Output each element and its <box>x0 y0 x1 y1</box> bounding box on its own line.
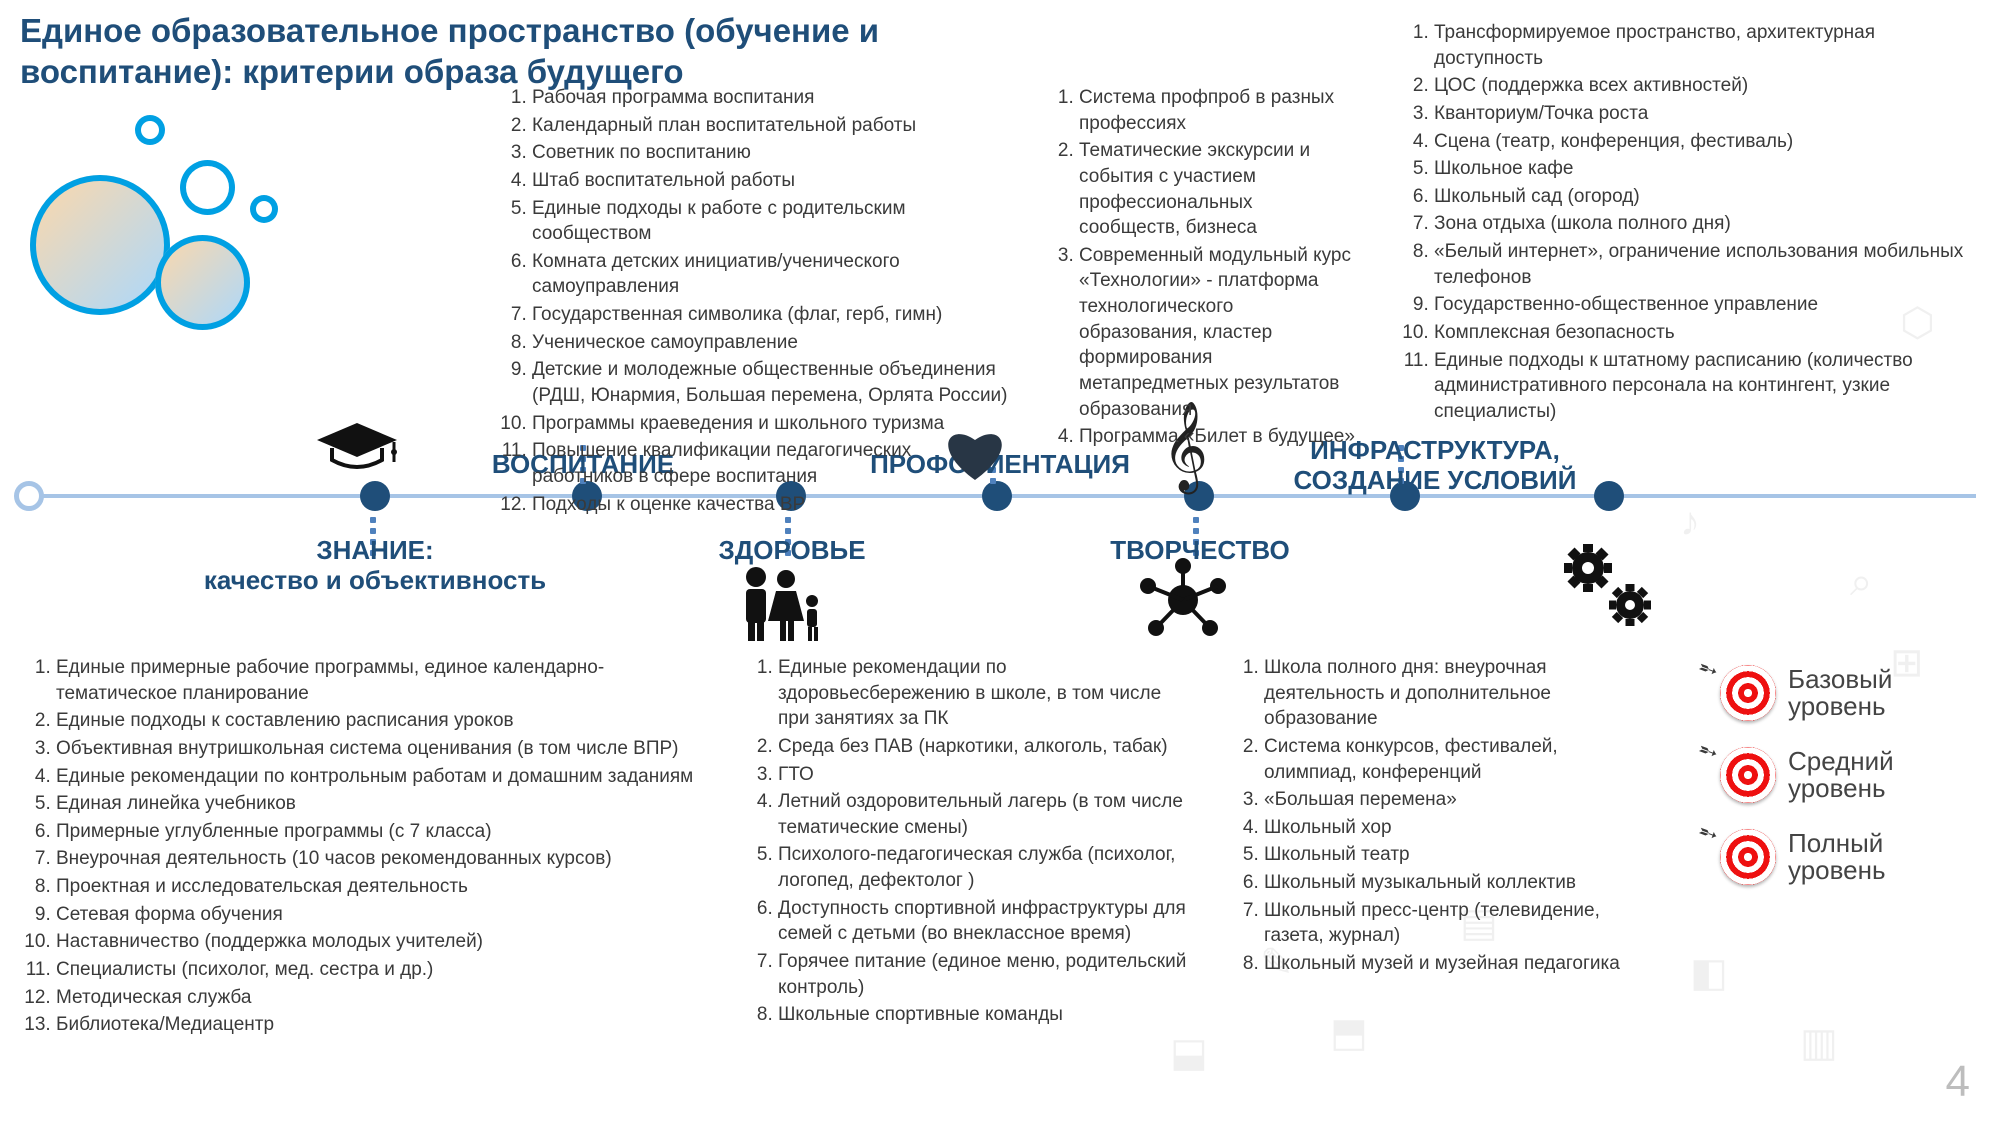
list-item: Методическая служба <box>56 985 722 1011</box>
photo-bubbles <box>25 115 285 345</box>
level-label: Средний уровень <box>1788 748 1980 803</box>
list-item: Комплексная безопасность <box>1434 320 1980 346</box>
list-item: «Большая перемена» <box>1264 787 1650 813</box>
list-item: Специалисты (психолог, мед. сестра и др.… <box>56 957 722 983</box>
list-item: Зона отдыха (школа полного дня) <box>1434 211 1980 237</box>
list-item: Календарный план воспитательной работы <box>532 113 1008 139</box>
list-creativity: Школа полного дня: внеурочная деятельнос… <box>1230 655 1650 979</box>
list-item: Единые подходы к составлению расписания … <box>56 708 722 734</box>
list-item: Наставничество (поддержка молодых учител… <box>56 929 722 955</box>
gears-icon <box>1560 540 1660 640</box>
list-item: Проектная и исследовательская деятельнос… <box>56 874 722 900</box>
list-upbringing: Рабочая программа воспитанияКалендарный … <box>498 85 1008 519</box>
list-item: «Белый интернет», ограничение использова… <box>1434 239 1980 290</box>
list-item: Программы краеведения и школьного туризм… <box>532 411 1008 437</box>
list-item: Доступность спортивной инфраструктуры дл… <box>778 896 1194 947</box>
list-item: Школа полного дня: внеурочная деятельнос… <box>1264 655 1650 732</box>
list-item: Внеурочная деятельность (10 часов рекоме… <box>56 846 722 872</box>
list-item: Школьные спортивные команды <box>778 1002 1194 1028</box>
list-item: Рабочая программа воспитания <box>532 85 1008 111</box>
list-item: Единые рекомендации по контрольным работ… <box>56 764 722 790</box>
list-item: Школьное кафе <box>1434 156 1980 182</box>
list-item: Школьный музей и музейная педагогика <box>1264 951 1650 977</box>
list-item: Горячее питание (единое меню, родительск… <box>778 949 1194 1000</box>
list-health: Единые рекомендации по здоровьесбережени… <box>744 655 1194 1030</box>
list-item: Тематические экскурсии и события с участ… <box>1079 138 1355 241</box>
list-item: Школьный музыкальный коллектив <box>1264 870 1650 896</box>
list-item: Государственно-общественное управление <box>1434 292 1980 318</box>
list-item: Единые подходы к работе с родительским с… <box>532 196 1008 247</box>
list-item: Библиотека/Медиацентр <box>56 1012 722 1038</box>
list-item: Ученическое самоуправление <box>532 330 1008 356</box>
list-item: Система профпроб в разных профессиях <box>1079 85 1355 136</box>
network-icon <box>1138 558 1228 648</box>
list-item: Среда без ПАВ (наркотики, алкоголь, таба… <box>778 734 1194 760</box>
timeline-start <box>14 481 44 511</box>
list-item: Единые примерные рабочие программы, един… <box>56 655 722 706</box>
list-knowledge: Единые примерные рабочие программы, един… <box>22 655 722 1040</box>
list-item: Государственная символика (флаг, герб, г… <box>532 302 1008 328</box>
list-item: Школьный театр <box>1264 842 1650 868</box>
list-item: Школьный хор <box>1264 815 1650 841</box>
list-item: Подходы к оценке качества ВР <box>532 492 1008 518</box>
list-item: Повышение квалификации педагогических ра… <box>532 438 1008 489</box>
list-item: Школьный пресс-центр (телевидение, газет… <box>1264 898 1650 949</box>
list-item: Сцена (театр, конференция, фестиваль) <box>1434 129 1980 155</box>
level-label: Базовый уровень <box>1788 666 1980 721</box>
list-item: Кванториум/Точка роста <box>1434 101 1980 127</box>
list-item: Единые подходы к штатному расписанию (ко… <box>1434 348 1980 425</box>
list-item: Детские и молодежные общественные объеди… <box>532 357 1008 408</box>
list-item: Примерные углубленные программы (с 7 кла… <box>56 819 722 845</box>
list-item: Советник по воспитанию <box>532 140 1008 166</box>
list-item: Психолого-педагогическая служба (психоло… <box>778 842 1194 893</box>
family-icon <box>732 565 827 648</box>
page-number: 4 <box>1946 1057 1970 1107</box>
list-item: Трансформируемое пространство, архитекту… <box>1434 20 1980 71</box>
list-item: Комната детских инициатив/ученического с… <box>532 249 1008 300</box>
list-item: Летний оздоровительный лагерь (в том чис… <box>778 789 1194 840</box>
level-full: ➴ Полный уровень <box>1720 829 1980 885</box>
list-career: Система профпроб в разных профессияхТема… <box>1045 85 1355 452</box>
list-item: Объективная внутришкольная система оцени… <box>56 736 722 762</box>
section-label-health: ЗДОРОВЬЕ <box>702 536 882 566</box>
list-item: Современный модульный курс «Технологии» … <box>1079 243 1355 422</box>
list-item: Единая линейка учебников <box>56 791 722 817</box>
list-infra: Трансформируемое пространство, архитекту… <box>1400 20 1980 427</box>
timeline-node <box>360 481 390 511</box>
list-item: Единые рекомендации по здоровьесбережени… <box>778 655 1194 732</box>
list-item: Программа «Билет в будущее» <box>1079 424 1355 450</box>
list-item: Штаб воспитательной работы <box>532 168 1008 194</box>
level-medium: ➴ Средний уровень <box>1720 747 1980 803</box>
target-icon: ➴ <box>1720 829 1776 885</box>
levels-block: ➴ Базовый уровень ➴ Средний уровень ➴ По… <box>1720 665 1980 911</box>
list-item: Сетевая форма обучения <box>56 902 722 928</box>
timeline-node <box>1594 481 1624 511</box>
graduation-cap-icon <box>312 418 402 483</box>
target-icon: ➴ <box>1720 747 1776 803</box>
level-basic: ➴ Базовый уровень <box>1720 665 1980 721</box>
section-label-knowledge: ЗНАНИЕ:качество и объективность <box>200 536 550 596</box>
list-item: ЦОС (поддержка всех активностей) <box>1434 73 1980 99</box>
page-title: Единое образовательное пространство (обу… <box>20 10 1020 93</box>
list-item: ГТО <box>778 762 1194 788</box>
level-label: Полный уровень <box>1788 830 1980 885</box>
list-item: Система конкурсов, фестивалей, олимпиад,… <box>1264 734 1650 785</box>
target-icon: ➴ <box>1720 665 1776 721</box>
list-item: Школьный сад (огород) <box>1434 184 1980 210</box>
